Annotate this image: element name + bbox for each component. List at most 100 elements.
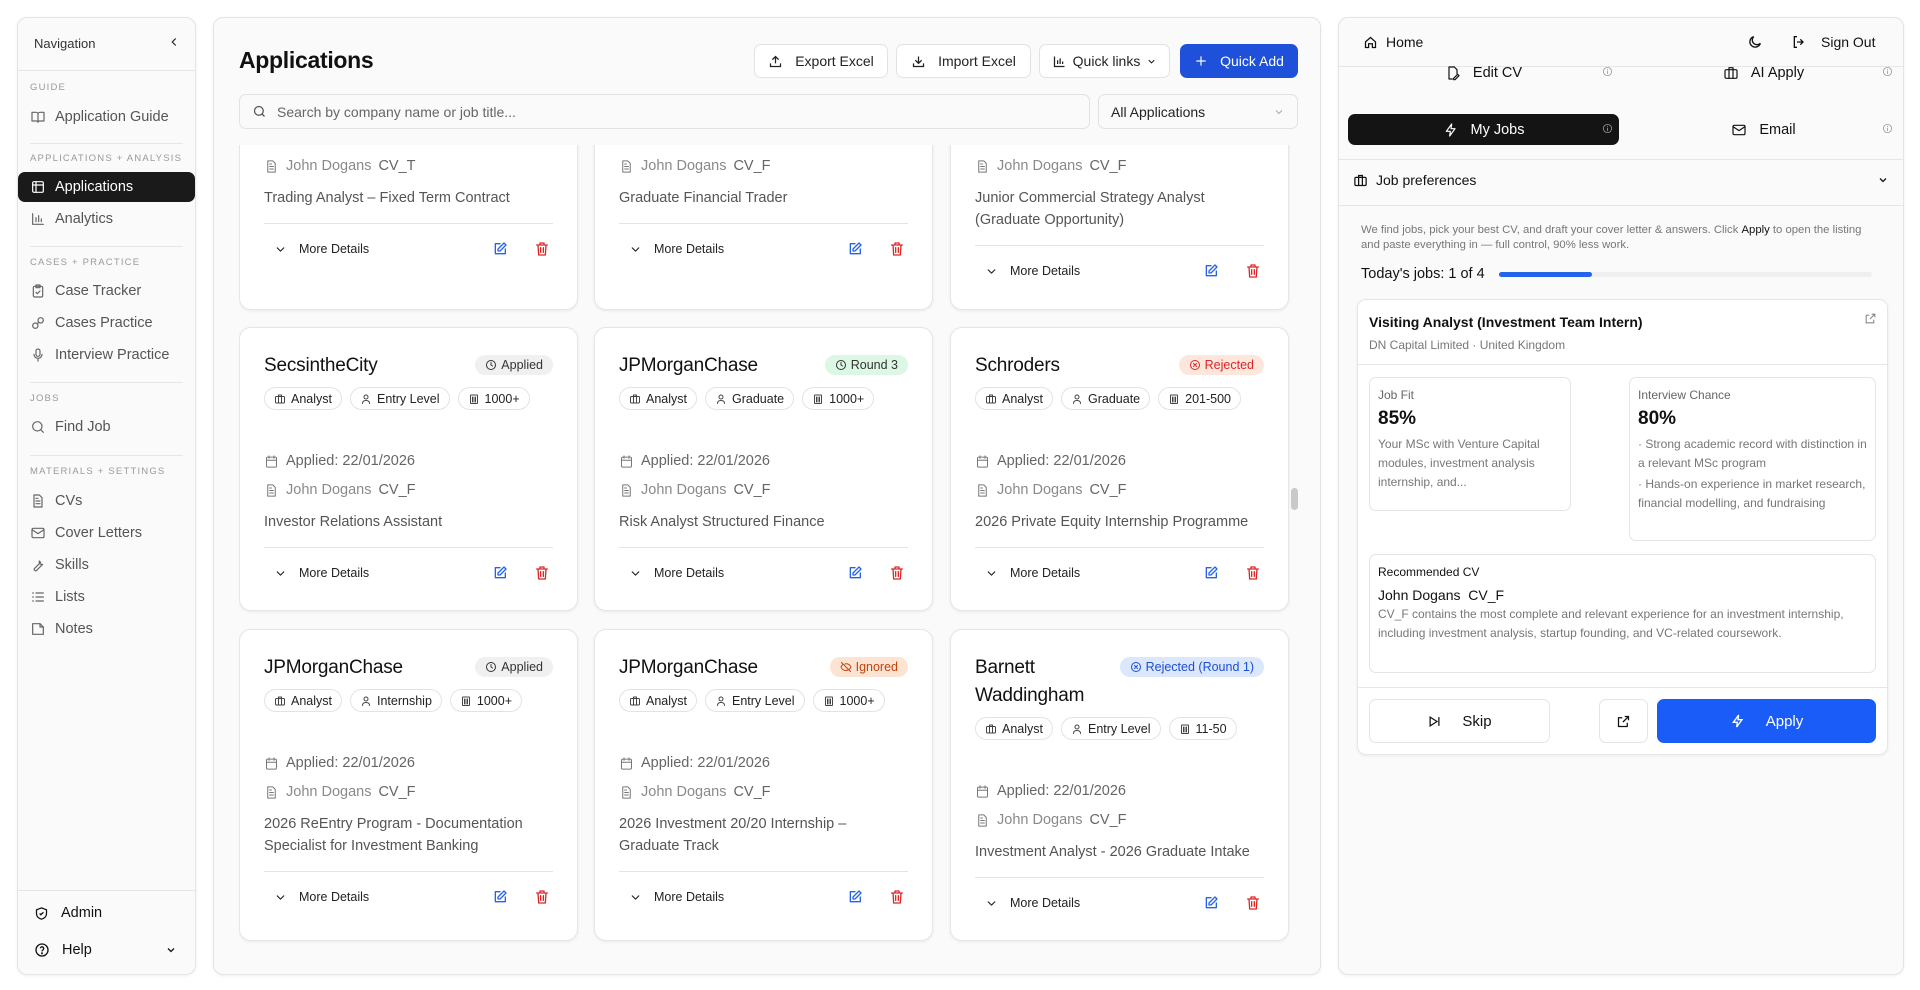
more-details-toggle[interactable]: More Details <box>629 242 824 256</box>
sidebar-item-skills[interactable]: Skills <box>18 550 195 580</box>
card-footer: More Details <box>619 872 908 922</box>
delete-button[interactable] <box>1242 260 1264 282</box>
quick-add-button[interactable]: Quick Add <box>1180 44 1298 78</box>
tag: 11-50 <box>1168 717 1237 740</box>
apply-button[interactable]: Apply <box>1657 699 1876 743</box>
sidebar-item-label: Applications <box>55 179 134 195</box>
sidebar-item-admin[interactable]: Admin <box>18 898 195 928</box>
sidebar-item-label: Analytics <box>55 211 114 227</box>
tab-email[interactable]: Email <box>1628 114 1899 145</box>
interview-chance-value: 80% <box>1638 408 1677 429</box>
job-role: 2026 ReEntry Program - Documentation Spe… <box>264 816 523 854</box>
import-excel-button[interactable]: Import Excel <box>896 44 1031 78</box>
delete-button[interactable] <box>886 562 908 584</box>
tag: Entry Level <box>705 689 805 712</box>
info-icon[interactable] <box>1602 66 1613 77</box>
delete-button[interactable] <box>1242 892 1264 914</box>
sidebar-item-interview-practice[interactable]: Interview Practice <box>18 340 195 370</box>
delete-button[interactable] <box>886 886 908 908</box>
edit-button[interactable] <box>489 238 511 260</box>
sidebar-item-cover-letters[interactable]: Cover Letters <box>18 518 195 548</box>
external-link-icon <box>1616 714 1631 729</box>
info-icon[interactable] <box>1882 66 1893 77</box>
status-badge: Applied <box>475 355 553 375</box>
edit-button[interactable] <box>1200 260 1222 282</box>
more-details-toggle[interactable]: More Details <box>274 242 469 256</box>
tab-ai-apply[interactable]: AI Apply <box>1628 57 1899 88</box>
file-text-icon <box>264 483 279 498</box>
sign-out-button[interactable]: Sign Out <box>1791 32 1875 52</box>
search-input[interactable] <box>277 103 1057 120</box>
info-icon[interactable] <box>1882 123 1893 134</box>
more-details-toggle[interactable]: More Details <box>985 264 1180 278</box>
interview-chance-box: Interview Chance 80% · Strong academic r… <box>1629 377 1876 541</box>
recommended-cv-name: John Dogans CV_F <box>1378 587 1505 603</box>
tag: Analyst <box>975 717 1053 740</box>
sidebar-item-help[interactable]: Help <box>18 935 195 965</box>
sidebar-item-applications[interactable]: Applications <box>18 172 195 202</box>
more-details-toggle[interactable]: More Details <box>985 566 1180 580</box>
description-pre: We find jobs, pick your best CV, and dra… <box>1361 224 1742 236</box>
search-field[interactable] <box>239 94 1090 129</box>
edit-button[interactable] <box>1200 892 1222 914</box>
status-label: Applied <box>501 358 543 372</box>
sidebar-item-application-guide[interactable]: Application Guide <box>18 102 195 132</box>
edit-button[interactable] <box>844 886 866 908</box>
application-card: Schroders Rejected Analyst Graduate 201-500 A… <box>950 327 1289 611</box>
tab-my-jobs[interactable]: My Jobs <box>1348 114 1619 145</box>
file-text-icon <box>619 159 634 174</box>
section-label: MATERIALS + SETTINGS <box>30 466 166 477</box>
building-icon <box>1179 723 1191 735</box>
bar-chart-icon <box>1052 54 1067 69</box>
scrollbar-thumb[interactable] <box>1291 488 1298 510</box>
todays-jobs-count: Today's jobs: 1 of 4 <box>1361 266 1485 282</box>
external-link-icon[interactable] <box>1864 312 1877 325</box>
sidebar-item-find-job[interactable]: Find Job <box>18 412 195 442</box>
status-filter-select[interactable]: All Applications <box>1098 94 1298 129</box>
x-circle-icon <box>1189 359 1201 371</box>
more-details-toggle[interactable]: More Details <box>629 566 824 580</box>
quick-links-button[interactable]: Quick links <box>1039 44 1170 78</box>
application-card: JPMorganChase Ignored Analyst Entry Level 10… <box>594 629 933 941</box>
sidebar-item-lists[interactable]: Lists <box>18 582 195 612</box>
sidebar-item-cvs[interactable]: CVs <box>18 486 195 516</box>
sidebar-item-cases-practice[interactable]: Cases Practice <box>18 308 195 338</box>
sidebar-item-analytics[interactable]: Analytics <box>18 204 195 234</box>
more-details-label: More Details <box>654 566 725 580</box>
chevron-left-icon[interactable] <box>167 35 181 49</box>
status-badge: Applied <box>475 657 553 677</box>
info-icon[interactable] <box>1602 123 1613 134</box>
job-fit-value: 85% <box>1378 408 1417 429</box>
more-details-toggle[interactable]: More Details <box>274 890 469 904</box>
sidebar-item-notes[interactable]: Notes <box>18 614 195 644</box>
delete-button[interactable] <box>531 886 553 908</box>
edit-button[interactable] <box>489 562 511 584</box>
home-link[interactable]: Home <box>1363 32 1423 52</box>
skip-button[interactable]: Skip <box>1369 699 1550 743</box>
cv-owner: John Dogans <box>641 784 727 800</box>
delete-button[interactable] <box>531 562 553 584</box>
edit-button[interactable] <box>844 238 866 260</box>
edit-button[interactable] <box>844 562 866 584</box>
delete-button[interactable] <box>531 238 553 260</box>
export-excel-button[interactable]: Export Excel <box>754 44 888 78</box>
more-details-toggle[interactable]: More Details <box>274 566 469 580</box>
file-text-icon <box>975 159 990 174</box>
chevron-down-icon <box>985 567 998 580</box>
delete-button[interactable] <box>1242 562 1264 584</box>
open-listing-button[interactable] <box>1599 699 1648 743</box>
calendar-icon <box>975 784 990 799</box>
delete-button[interactable] <box>886 238 908 260</box>
job-preferences-toggle[interactable]: Job preferences <box>1353 170 1889 190</box>
edit-button[interactable] <box>1200 562 1222 584</box>
sidebar-item-case-tracker[interactable]: Case Tracker <box>18 276 195 306</box>
chevron-down-icon <box>985 897 998 910</box>
divider <box>30 246 183 247</box>
edit-button[interactable] <box>489 886 511 908</box>
more-details-toggle[interactable]: More Details <box>629 890 824 904</box>
moon-icon[interactable] <box>1747 34 1763 50</box>
tag: Internship <box>350 689 442 712</box>
more-details-toggle[interactable]: More Details <box>985 896 1180 910</box>
more-details-label: More Details <box>654 890 725 904</box>
tab-edit-cv[interactable]: Edit CV <box>1348 57 1619 88</box>
